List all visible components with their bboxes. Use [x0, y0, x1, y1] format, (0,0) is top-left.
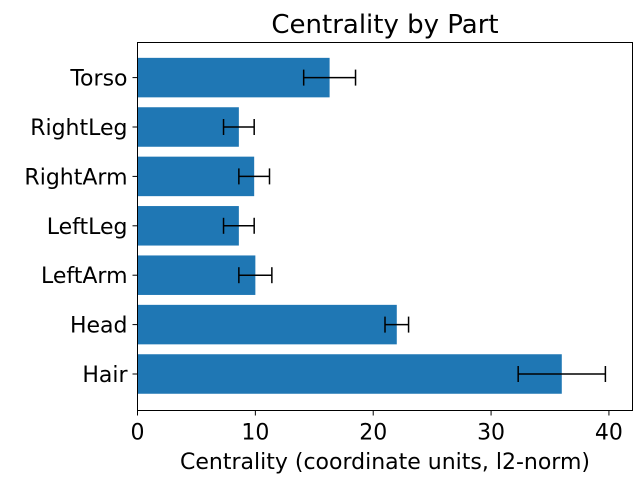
bar-head [137, 304, 397, 345]
x-tick-label-10: 10 [241, 421, 269, 446]
y-tick-label-leftarm: LeftArm [41, 264, 128, 289]
x-tick-label-30: 30 [477, 421, 505, 446]
bars-layer [137, 57, 562, 394]
y-tick-label-rightarm: RightArm [24, 165, 127, 190]
bar-leftarm [137, 255, 256, 295]
x-tick-label-0: 0 [131, 421, 145, 446]
y-tick-label-torso: Torso [69, 67, 127, 92]
error-bars-layer [222, 69, 607, 382]
x-axis-label: Centrality (coordinate units, l2-norm) [180, 450, 590, 475]
y-tick-label-head: Head [70, 314, 128, 339]
plot-frame [137, 42, 633, 411]
x-axis-ticks: 0 10 20 30 40 [131, 410, 623, 446]
bar-leftleg [137, 206, 239, 246]
y-tick-label-rightleg: RightLeg [30, 116, 127, 141]
y-tick-label-hair: Hair [82, 363, 128, 388]
x-tick-label-20: 20 [359, 421, 387, 446]
x-tick-label-40: 40 [595, 421, 623, 446]
bar-torso [137, 57, 330, 98]
y-tick-label-leftleg: LeftLeg [47, 215, 128, 240]
bar-rightleg [137, 107, 239, 147]
bar-rightarm [137, 156, 255, 197]
chart-title: Centrality by Part [271, 10, 498, 40]
y-axis-ticks: Hair Head LeftArm LeftLeg RightArm RightLeg To… [24, 67, 138, 388]
bar-hair [137, 354, 562, 394]
